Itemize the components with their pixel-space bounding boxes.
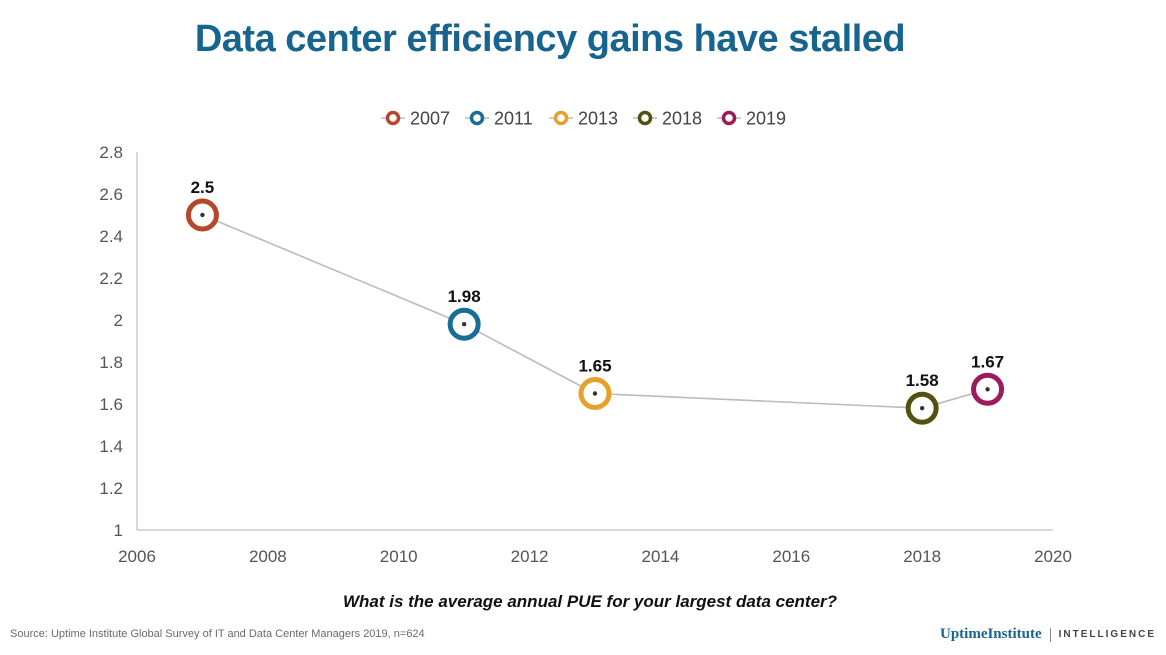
data-point-center [919, 406, 925, 411]
y-tick-label: 1.2 [99, 479, 123, 498]
y-tick-label: 1.8 [99, 353, 123, 372]
brand-tag: INTELLIGENCE [1058, 629, 1156, 640]
y-tick-label: 1 [114, 521, 123, 540]
data-point-center [200, 212, 205, 218]
chart-title: Data center efficiency gains have stalle… [194, 18, 906, 60]
x-tick-label: 2010 [380, 547, 418, 566]
legend-entry-2013: 2013 [578, 109, 618, 129]
brand-divider [1049, 627, 1051, 642]
legend-entry-2019: 2019 [746, 109, 786, 129]
x-tick-label: 2020 [1034, 547, 1072, 566]
legend-marker-2019 [721, 110, 737, 126]
y-tick-label: 1.4 [99, 437, 123, 456]
data-point-center [461, 322, 467, 327]
brand-logo: UptimeInstitute INTELLIGENCE [940, 626, 1156, 643]
data-point-center [592, 391, 598, 396]
x-tick-label: 2018 [903, 547, 941, 566]
legend-entry-2011: 2011 [494, 109, 533, 129]
y-tick-label: 2.6 [99, 185, 123, 204]
legend-marker-2007 [385, 110, 401, 126]
legend-marker-2018 [637, 110, 653, 126]
x-axis-label: What is the average annual PUE for your … [342, 592, 838, 611]
data-point-center [985, 387, 990, 392]
data-label-2019: 1.67 [971, 352, 1004, 371]
data-label-2013: 1.65 [578, 357, 611, 376]
x-tick-label: 2014 [642, 547, 680, 566]
x-tick-label: 2008 [249, 547, 287, 566]
legend: 2007 2011 2013 2018 2019 [381, 109, 786, 129]
legend-entry-2018: 2018 [662, 109, 702, 129]
x-tick-label: 2006 [118, 547, 156, 566]
brand-name: UptimeInstitute [939, 626, 1042, 642]
legend-marker-2013 [553, 110, 569, 126]
data-label-2007: 2.5 [191, 178, 215, 197]
x-tick-label: 2016 [772, 547, 810, 566]
legend-marker-2011 [469, 110, 485, 126]
y-tick-label: 2 [114, 311, 123, 330]
y-tick-label: 2.2 [99, 269, 123, 288]
data-label-2011: 1.98 [448, 287, 481, 306]
y-tick-label: 1.6 [99, 395, 123, 414]
data-label-2018: 1.58 [906, 371, 939, 390]
axes: 1 1.2 1.4 1.6 1.8 2 2.2 2.4 2.6 2.8 2006 2008 2010 20… [99, 143, 1072, 566]
source-note: Source: Uptime Institute Global Survey o… [10, 628, 425, 640]
x-tick-label: 2012 [511, 547, 549, 566]
series: 2.5 1.98 1.65 1.58 1.67 [185, 178, 1004, 425]
legend-entry-2007: 2007 [410, 109, 450, 129]
y-tick-label: 2.8 [99, 143, 123, 162]
y-tick-label: 2.4 [99, 227, 123, 246]
